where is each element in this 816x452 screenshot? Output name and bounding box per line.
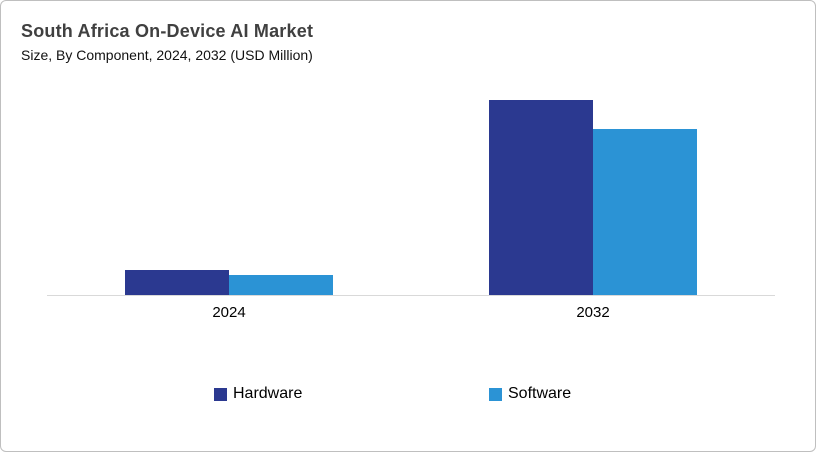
legend-item-software: Software [489,385,571,403]
bar-hardware-2032 [489,100,593,295]
legend-label-hardware: Hardware [233,385,303,402]
bar-hardware-2024 [125,270,229,295]
legend: Hardware Software [1,385,815,409]
legend-swatch-software [489,387,502,401]
bar-groups [47,91,775,295]
legend-item-hardware: Hardware [214,385,302,403]
legend-swatch-hardware [214,387,227,401]
chart-subtitle: Size, By Component, 2024, 2032 (USD Mill… [21,47,313,63]
bar-group-2024 [47,91,411,295]
bar-software-2032 [593,129,697,295]
x-axis-label-2024: 2024 [212,304,246,321]
x-axis-labels: 2024 2032 [47,304,775,321]
chart-title: South Africa On-Device AI Market [21,21,314,41]
bar-group-2032 [411,91,775,295]
x-axis-label-2032: 2032 [576,304,610,321]
legend-label-software: Software [508,385,572,402]
plot-area [47,91,775,296]
bar-software-2024 [229,275,333,295]
